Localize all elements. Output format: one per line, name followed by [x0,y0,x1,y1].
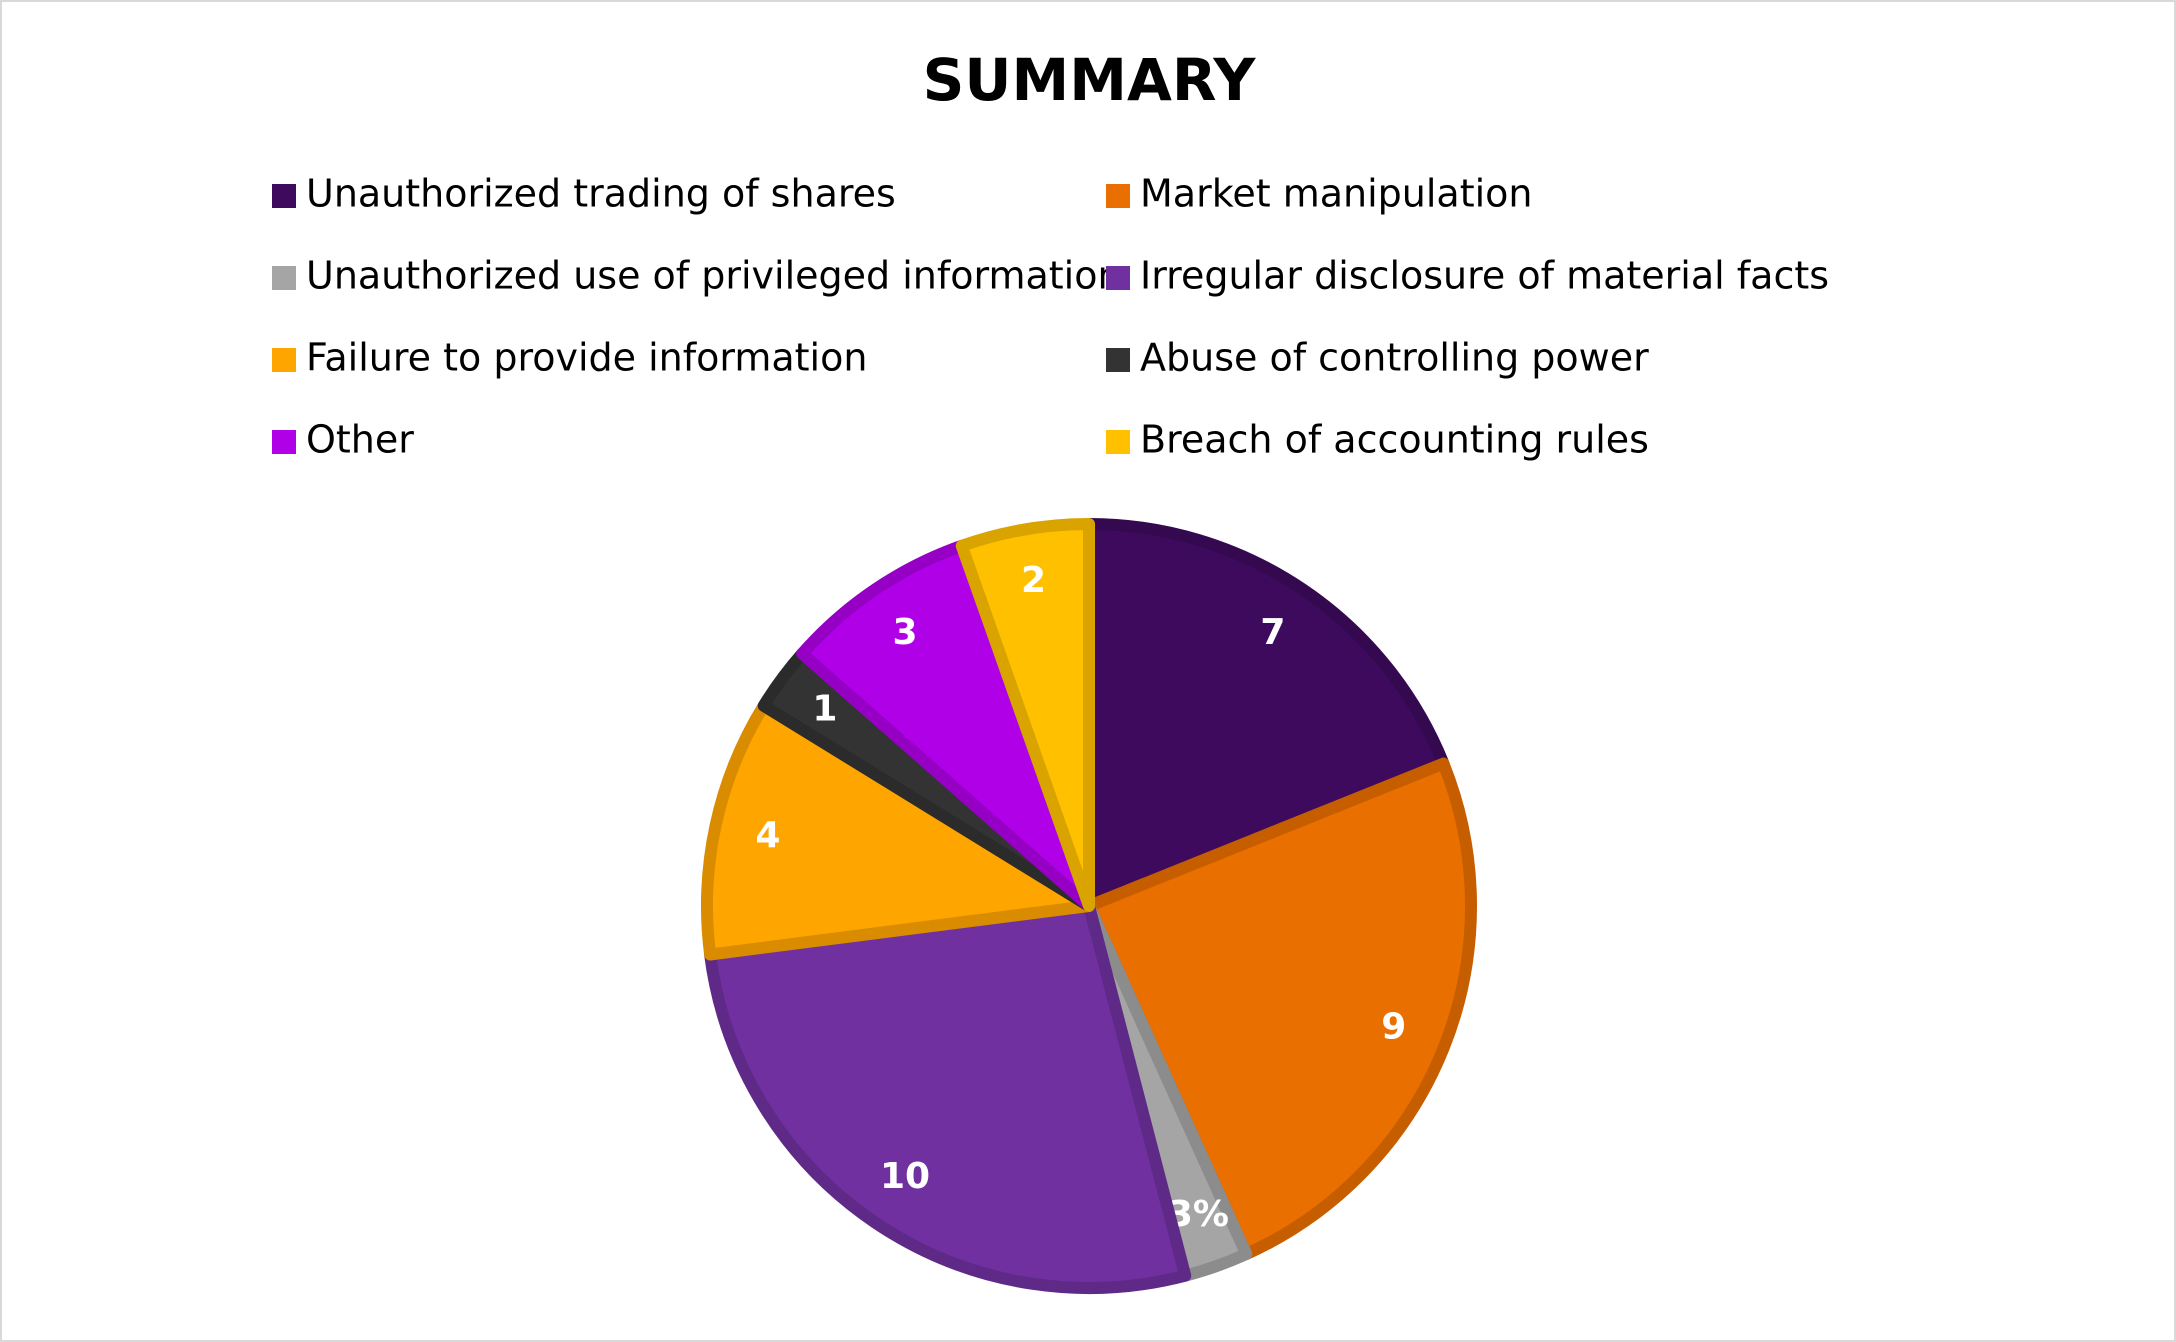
pie-slice [955,518,1095,912]
pie-slice [796,539,1095,912]
legend-label: Irregular disclosure of material facts [1140,254,1829,298]
pie-slice [704,900,1192,1294]
legend-swatch [272,348,296,372]
pie-slice [1083,757,1477,1261]
pie-slice [1083,518,1450,912]
data-label: 2 [1021,560,1046,601]
legend-label: Unauthorized trading of shares [306,172,896,216]
data-label: 10 [880,1156,930,1197]
data-label: 9 [1381,1006,1406,1047]
legend-swatch [272,184,296,208]
legend-label: Failure to provide information [306,336,867,380]
data-label: 1 [812,689,837,730]
legend-label: Other [306,418,414,462]
legend-label: Breach of accounting rules [1140,418,1649,462]
legend-label: Unauthorized use of privileged informati… [306,254,1122,298]
pie-slice [701,699,1095,961]
legend-swatch [272,430,296,454]
legend-swatch [1106,430,1130,454]
legend-swatch [1106,266,1130,290]
data-label: 4 [755,815,780,856]
data-label: 7 [1260,612,1285,653]
legend-label: Market manipulation [1140,172,1533,216]
chart-title: SUMMARY [923,46,1257,114]
legend-label: Abuse of controlling power [1140,336,1649,380]
data-label: 3 [893,612,918,653]
legend-swatch [1106,348,1130,372]
legend-swatch [272,266,296,290]
legend-swatch [1106,184,1130,208]
